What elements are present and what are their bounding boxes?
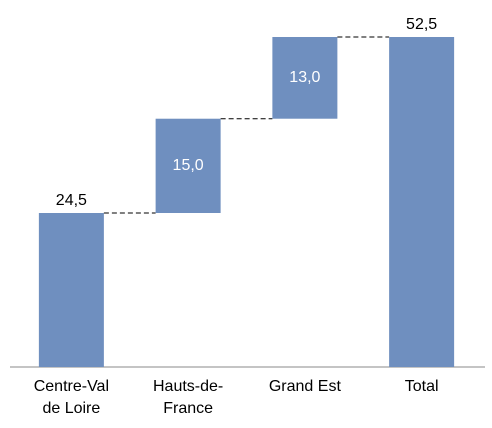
x-tick-label: Total [404, 378, 439, 395]
data-label: 15,0 [173, 157, 204, 174]
x-tick-label: Centre-Val de Loire [33, 378, 110, 417]
data-label: 24,5 [56, 192, 87, 209]
x-tick-label: Grand Est [268, 378, 341, 395]
x-tick-label: Hauts-de-France [153, 378, 224, 417]
data-label: 13,0 [289, 69, 320, 86]
bar [38, 213, 104, 367]
data-label: 52,5 [406, 16, 437, 33]
bar [389, 37, 455, 367]
bar [155, 118, 221, 213]
bar [272, 37, 338, 119]
